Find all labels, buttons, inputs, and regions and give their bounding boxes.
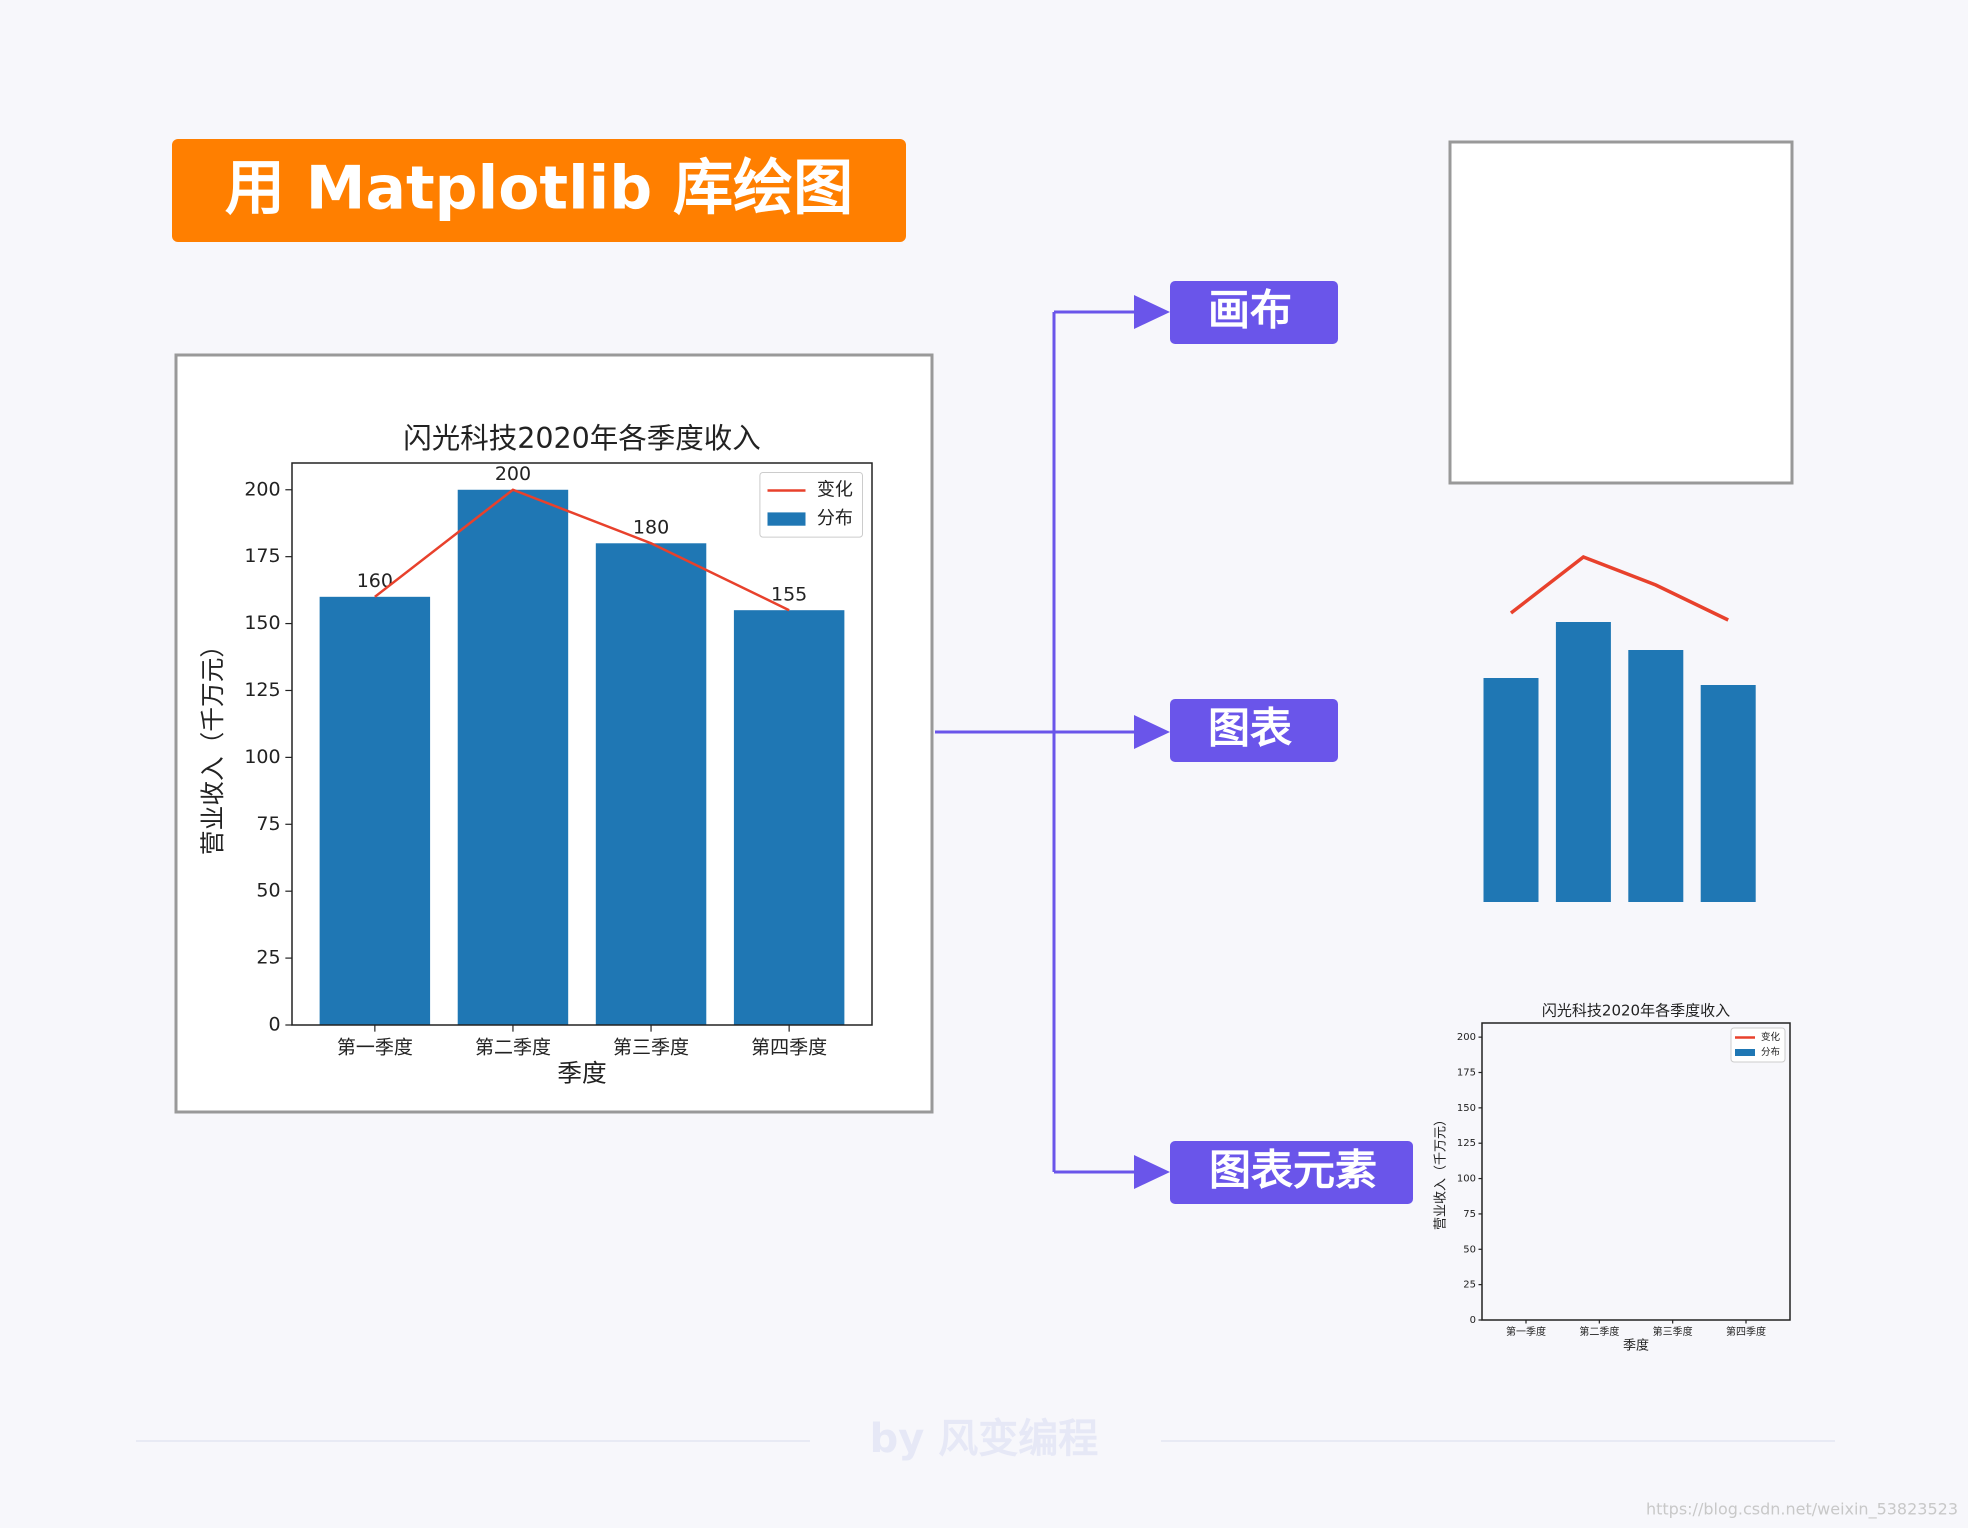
arrow [1134,295,1170,329]
bar [457,489,569,1025]
y-tick-label: 75 [256,813,280,835]
y-tick-label: 25 [256,947,280,969]
icon-bar [1483,678,1539,902]
x-tick-label: 第四季度 [1726,1325,1766,1338]
line [374,488,790,612]
x-tick-label: 第一季度 [337,1036,413,1058]
y-tick-label: 175 [1457,1068,1476,1079]
header-box [172,139,906,242]
bar [319,596,431,1025]
legend-swatch [1735,1049,1755,1056]
branch-label: 图表元素 [1209,1146,1377,1195]
branch-box [1170,1141,1413,1204]
header-title: 用 Matplotlib 库绘图 [225,154,853,224]
y-tick-label: 125 [244,679,280,701]
x-tick-label: 第三季度 [1653,1325,1693,1338]
data-label: 155 [771,583,807,605]
x-tick-label: 第二季度 [475,1036,551,1058]
data-label: 180 [633,517,669,539]
arrows [1134,295,1170,1189]
x-tick-label: 第一季度 [1506,1325,1546,1338]
canvas-illustration [1448,140,1794,485]
y-tick-label: 0 [269,1014,281,1036]
y-tick-label: 175 [244,545,280,567]
y-tick-label: 200 [1457,1032,1476,1043]
legend-label: 变化 [1761,1031,1781,1043]
legend-swatch [767,512,806,526]
watermark: by 风变编程 [870,1416,1099,1462]
y-tick-label: 25 [1463,1280,1476,1291]
branch-box [1170,281,1338,344]
legend-label: 变化 [817,480,853,501]
connectors [935,310,1140,1174]
y-tick-label: 50 [256,880,280,902]
data-label: 200 [495,463,531,485]
y-tick-label: 100 [1457,1174,1476,1185]
chart-title: 闪光科技2020年各季度收入 [1542,1002,1730,1020]
bar [733,610,845,1025]
y-tick-label: 150 [244,612,280,634]
icon-bar [1628,650,1684,902]
x-tick-label: 第二季度 [1579,1325,1619,1338]
x-tick-label: 第四季度 [751,1036,827,1058]
arrow [1134,1155,1170,1189]
arrow [1134,715,1170,749]
y-tick-label: 75 [1463,1209,1476,1220]
x-axis-label: 季度 [557,1058,606,1087]
axes-frame [291,462,873,1026]
branch-label: 图表 [1208,704,1292,753]
y-tick-label: 0 [1470,1315,1476,1326]
axes-frame [1481,1022,1791,1321]
y-tick-label: 125 [1457,1138,1476,1149]
y-tick-label: 150 [1457,1103,1476,1114]
icon-bar [1555,622,1611,902]
y-tick-label: 200 [244,478,280,500]
bar [595,543,707,1025]
icon-bar [1700,685,1756,902]
legend-label: 分布 [817,508,853,529]
legend-label: 分布 [1761,1046,1780,1058]
icon-line [1509,555,1729,622]
y-axis-label: 营业收入（千万元） [198,633,227,855]
y-tick-label: 100 [244,746,280,768]
footer-url: https://blog.csdn.net/weixin_53823523 [1646,1500,1958,1520]
chart-title: 闪光科技2020年各季度收入 [403,422,761,455]
y-tick-label: 50 [1463,1244,1476,1255]
branch-label: 画布 [1208,286,1292,335]
x-tick-label: 第三季度 [613,1036,689,1058]
y-axis-label: 营业收入（千万元） [1434,1113,1449,1230]
data-label: 160 [357,570,393,592]
branch-box [1170,699,1338,762]
x-axis-label: 季度 [1623,1338,1649,1354]
